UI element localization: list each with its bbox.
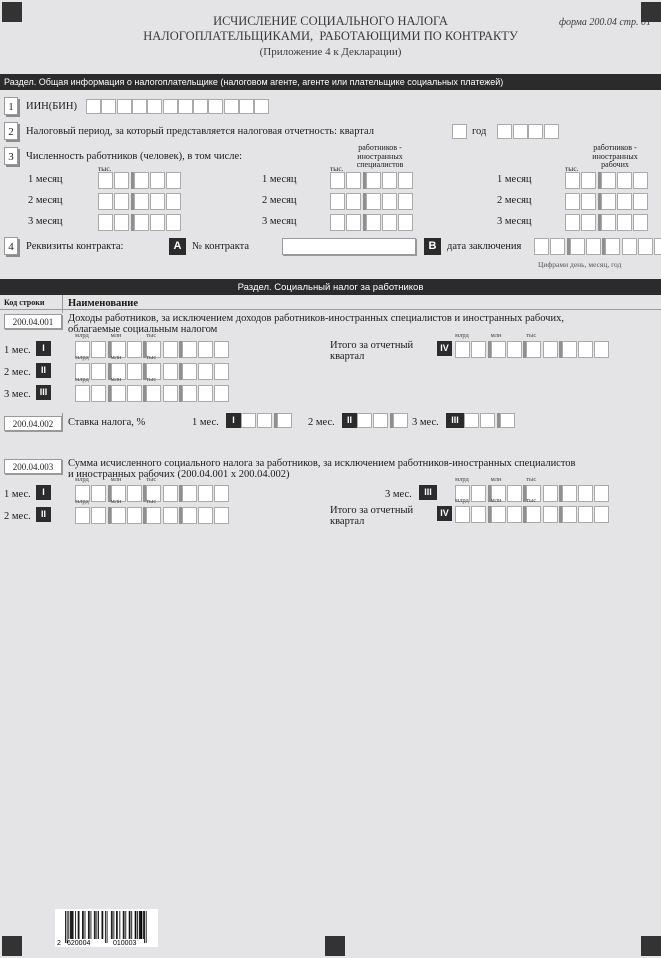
svg-text:620004: 620004: [67, 940, 90, 947]
svg-text:2: 2: [57, 940, 61, 947]
svg-text:010003: 010003: [113, 940, 136, 947]
